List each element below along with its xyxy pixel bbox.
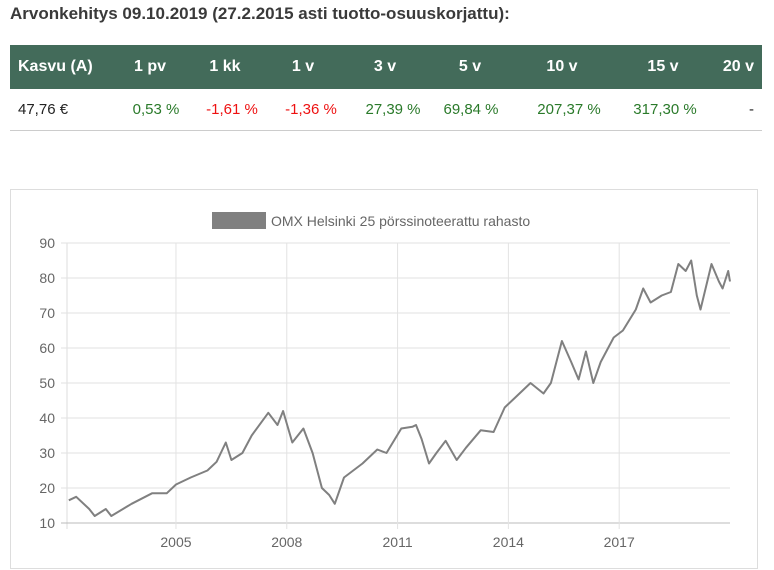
header-kasvu: Kasvu (A) bbox=[18, 58, 93, 75]
value-1v: -1,36 % bbox=[285, 101, 337, 118]
line-chart: OMX Helsinki 25 pörssinoteerattu rahasto… bbox=[39, 212, 731, 550]
x-tick-label: 2017 bbox=[604, 534, 635, 550]
grid bbox=[61, 242, 730, 529]
header-1v: 1 v bbox=[291, 58, 315, 75]
header-15v: 15 v bbox=[647, 58, 679, 75]
x-tick-label: 2011 bbox=[383, 534, 413, 550]
table-row: 47,76 € 0,53 % -1,61 % -1,36 % 27,39 % 6… bbox=[10, 89, 762, 131]
legend-label: OMX Helsinki 25 pörssinoteerattu rahasto bbox=[271, 213, 530, 229]
chart-container: OMX Helsinki 25 pörssinoteerattu rahasto… bbox=[10, 189, 758, 569]
value-1kk: -1,61 % bbox=[206, 101, 258, 118]
y-tick-label: 40 bbox=[39, 410, 55, 426]
x-tick-label: 2005 bbox=[160, 534, 191, 550]
x-axis: 2005 2008 2011 2014 2017 bbox=[160, 534, 635, 550]
series-line bbox=[68, 259, 731, 517]
value-15v: 317,30 % bbox=[633, 101, 697, 118]
header-5v: 5 v bbox=[458, 58, 482, 75]
value-5v: 69,84 % bbox=[443, 101, 499, 118]
header-20v: 20 v bbox=[722, 58, 754, 75]
y-tick-label: 30 bbox=[39, 445, 55, 461]
table-header-row: Kasvu (A) 1 pv 1 kk 1 v 3 v 5 v 10 v 15 … bbox=[10, 45, 762, 89]
value-20v: - bbox=[749, 101, 754, 118]
y-tick-label: 50 bbox=[39, 375, 55, 391]
y-tick-label: 10 bbox=[39, 515, 55, 531]
header-1pv: 1 pv bbox=[133, 58, 167, 75]
y-tick-label: 20 bbox=[39, 480, 55, 496]
header-3v: 3 v bbox=[373, 58, 397, 75]
returns-table: Kasvu (A) 1 pv 1 kk 1 v 3 v 5 v 10 v 15 … bbox=[10, 45, 762, 131]
legend-swatch bbox=[212, 212, 266, 229]
header-1kk: 1 kk bbox=[209, 58, 241, 75]
y-tick-label: 70 bbox=[39, 305, 55, 321]
x-tick-label: 2014 bbox=[493, 534, 524, 550]
y-tick-label: 60 bbox=[39, 340, 55, 356]
value-1pv: 0,53 % bbox=[132, 101, 180, 118]
page-heading: Arvonkehitys 09.10.2019 (27.2.2015 asti … bbox=[10, 4, 510, 23]
y-tick-label: 90 bbox=[39, 235, 55, 251]
y-axis: 10 20 30 40 50 60 70 80 90 bbox=[39, 235, 55, 531]
x-tick-label: 2008 bbox=[271, 534, 302, 550]
y-tick-label: 80 bbox=[39, 270, 55, 286]
value-3v: 27,39 % bbox=[365, 101, 421, 118]
value-kasvu: 47,76 € bbox=[18, 101, 69, 118]
header-10v: 10 v bbox=[546, 58, 578, 75]
value-10v: 207,37 % bbox=[537, 101, 601, 118]
